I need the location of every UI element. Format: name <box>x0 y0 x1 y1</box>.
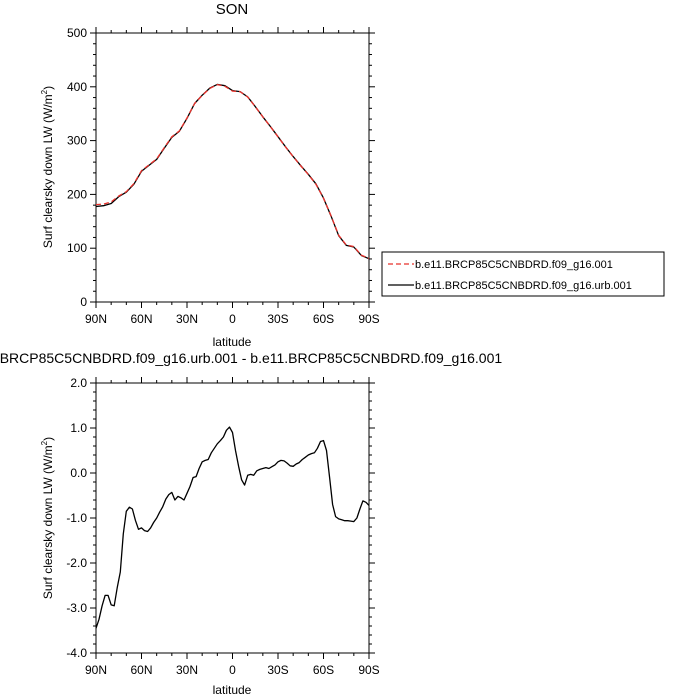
top-x-tick-label: 90S <box>358 312 379 326</box>
bottom-y-tick-label: 1.0 <box>70 421 87 435</box>
top-x-tick-label: 0 <box>229 312 236 326</box>
top-x-tick-label: 90N <box>85 312 107 326</box>
top-y-tick-label: 300 <box>67 134 87 148</box>
bottom-y-tick-label: -4.0 <box>66 646 87 660</box>
bottom-plot-area: 90N 60N 30N 0 30S 60S 90S -4.0 -3.0 -2.0 -1.0 0.0 1.… <box>66 376 379 677</box>
top-x-tick-label: 30N <box>176 312 198 326</box>
bottom-x-tick-label: 90N <box>85 663 107 677</box>
bottom-y-tick-label: -1.0 <box>66 511 87 525</box>
bottom-x-tick-label: 30S <box>267 663 288 677</box>
bottom-y-tick-label: -3.0 <box>66 601 87 615</box>
top-x-axis-label: latitude <box>213 335 252 349</box>
top-series-line-2 <box>95 83 370 260</box>
top-y-tick-label: 400 <box>67 80 87 94</box>
bottom-chart: b.e11.BRCP85C5CNBDRD.f09_g16.urb.001 - b… <box>0 350 502 697</box>
top-y-tick-label: 0 <box>80 295 87 309</box>
bottom-x-tick-label: 60S <box>313 663 334 677</box>
bottom-series-line-1 <box>95 426 370 629</box>
bottom-x-axis-label: latitude <box>213 683 252 697</box>
top-plot-area: 90N 60N 30N 0 30S 60S 90S 0 100 200 300 400 500 <box>67 26 380 326</box>
top-x-tick-label: 30S <box>267 312 288 326</box>
bottom-plot-frame <box>95 382 370 654</box>
bottom-x-tick-label: 90S <box>358 663 379 677</box>
top-chart-title: SON <box>216 1 249 18</box>
top-y-tick-label: 500 <box>67 26 87 40</box>
legend: b.e11.BRCP85C5CNBDRD.f09_g16.001 b.e11.B… <box>381 251 665 297</box>
top-x-tick-label: 60S <box>313 312 334 326</box>
legend-label-series-1: b.e11.BRCP85C5CNBDRD.f09_g16.001 <box>415 259 613 271</box>
top-x-tick-label: 60N <box>130 312 152 326</box>
top-y-tick-label: 200 <box>67 187 87 201</box>
legend-box <box>381 251 665 297</box>
bottom-chart-title: b.e11.BRCP85C5CNBDRD.f09_g16.urb.001 - b… <box>0 350 502 366</box>
bottom-y-tick-label: -2.0 <box>66 556 87 570</box>
bottom-x-tick-label: 60N <box>130 663 152 677</box>
top-chart: SON 90N 60N 30N 0 30S 60S 90S0100200300400500 … <box>40 1 665 349</box>
bottom-y-axis-label: Surf clearsky down LW (W/m2) <box>40 437 55 599</box>
legend-label-series-2: b.e11.BRCP85C5CNBDRD.f09_g16.urb.001 <box>415 280 632 292</box>
bottom-x-tick-label: 0 <box>229 663 236 677</box>
top-y-axis-label: Surf clearsky down LW (W/m2) <box>40 86 55 248</box>
bottom-x-tick-label: 30N <box>176 663 198 677</box>
top-plot-frame <box>95 32 370 303</box>
bottom-y-tick-label: 0.0 <box>70 466 87 480</box>
top-series-line-1 <box>95 83 370 259</box>
top-y-tick-label: 100 <box>67 241 87 255</box>
bottom-y-tick-label: 2.0 <box>70 376 87 390</box>
